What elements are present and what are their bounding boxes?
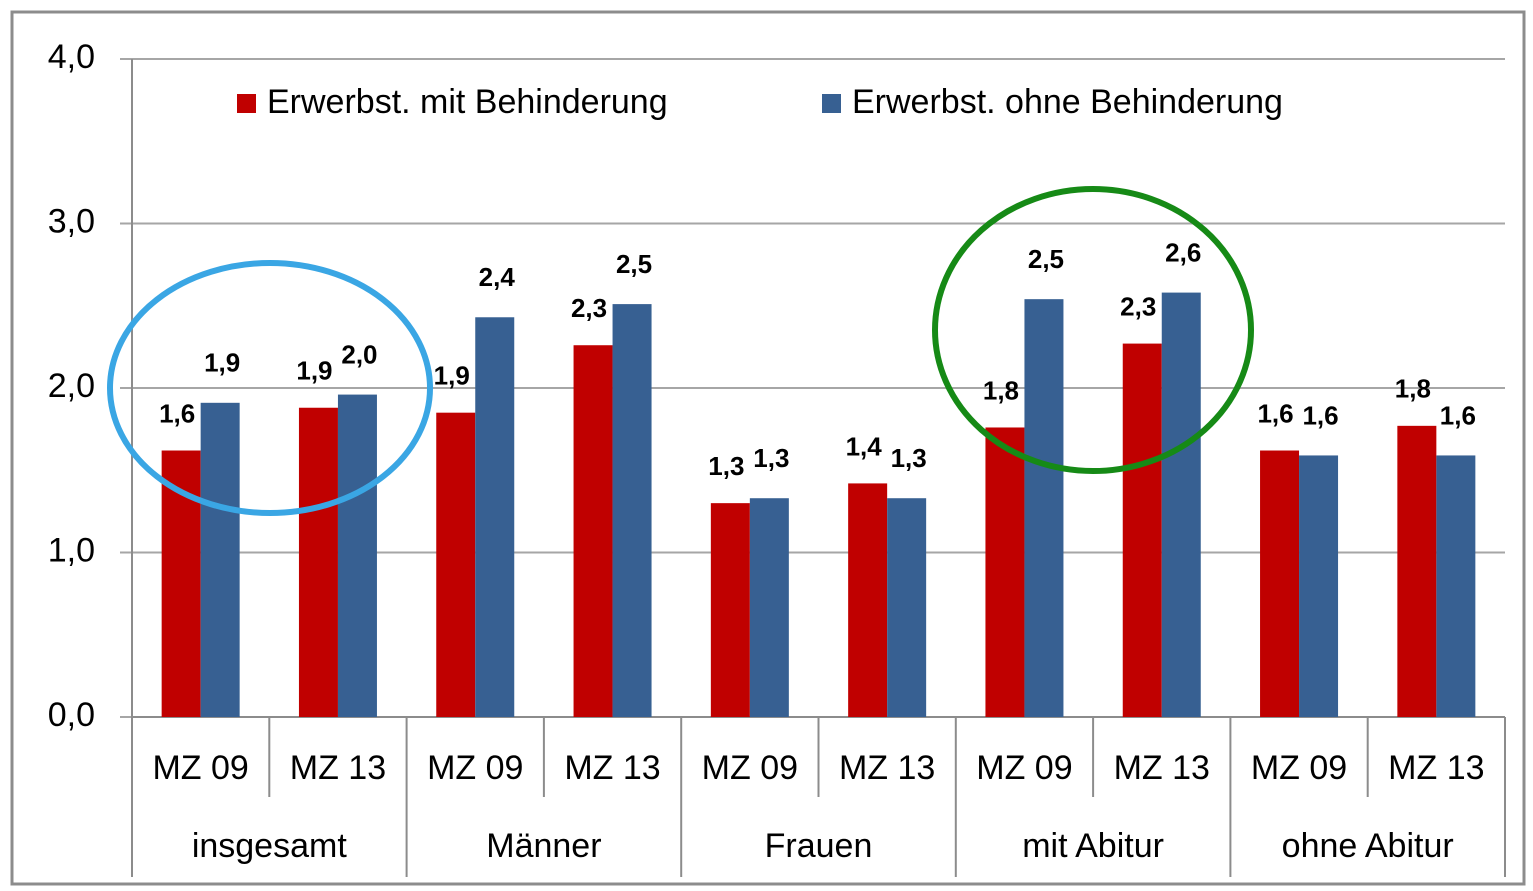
value-label: 1,3 — [753, 443, 789, 473]
value-label: 2,3 — [571, 293, 607, 323]
bar — [1122, 343, 1162, 717]
bar — [985, 427, 1025, 717]
value-label: 2,6 — [1165, 237, 1201, 267]
x-tick-label: MZ 09 — [427, 749, 523, 787]
group-label: Männer — [486, 827, 601, 865]
bar — [1260, 450, 1300, 717]
value-label: 1,8 — [1395, 374, 1431, 404]
x-tick-label: MZ 13 — [839, 749, 935, 787]
x-tick-label: MZ 13 — [1114, 749, 1210, 787]
value-label: 1,3 — [708, 451, 744, 481]
value-label: 1,6 — [1257, 398, 1293, 428]
bar — [1161, 292, 1201, 717]
value-label: 1,9 — [296, 356, 332, 386]
group-label: Frauen — [765, 827, 873, 865]
bar — [710, 503, 750, 717]
y-tick-label: 4,0 — [48, 38, 95, 76]
legend-swatch — [822, 94, 841, 113]
group-label: insgesamt — [192, 827, 348, 865]
bar — [887, 498, 927, 717]
highlight-ellipse — [932, 186, 1254, 474]
group-label: mit Abitur — [1022, 827, 1164, 865]
x-tick-label: MZ 13 — [290, 749, 386, 787]
group-label: ohne Abitur — [1282, 827, 1454, 865]
y-tick-label: 0,0 — [48, 696, 95, 734]
bar — [200, 402, 240, 717]
value-label: 1,9 — [434, 361, 470, 391]
x-tick-label: MZ 09 — [976, 749, 1072, 787]
bar — [436, 412, 476, 717]
legend-label: Erwerbst. ohne Behinderung — [852, 83, 1283, 121]
y-tick-label: 3,0 — [48, 202, 95, 240]
x-tick-label: MZ 13 — [1388, 749, 1484, 787]
value-label: 2,5 — [1028, 244, 1064, 274]
value-label: 2,5 — [616, 249, 652, 279]
bar — [298, 407, 338, 717]
legend-label: Erwerbst. mit Behinderung — [267, 83, 668, 121]
bar — [1436, 455, 1476, 717]
x-tick-label: MZ 09 — [702, 749, 798, 787]
legend-swatch — [237, 94, 256, 113]
bar — [612, 304, 652, 717]
x-tick-label: MZ 13 — [564, 749, 660, 787]
bar — [1299, 455, 1339, 717]
labels: 0,0 1,0 2,0 3,0 4,0 MZ 09 MZ 13 MZ 09 MZ 13 MZ 09… — [48, 38, 1485, 865]
bar — [848, 483, 888, 717]
x-tick-label: MZ 09 — [152, 749, 248, 787]
bar — [573, 345, 613, 717]
chart-frame — [10, 10, 1526, 886]
value-label: 1,6 — [1440, 400, 1476, 430]
bar — [1397, 425, 1437, 717]
highlight-ellipse — [107, 260, 433, 516]
bar — [475, 317, 515, 717]
value-label: 2,4 — [479, 262, 516, 292]
value-label: 1,4 — [846, 431, 883, 461]
x-tick-label: MZ 09 — [1251, 749, 1347, 787]
value-label: 2,3 — [1120, 291, 1156, 321]
bar — [337, 394, 377, 717]
value-label: 1,6 — [1302, 400, 1338, 430]
value-label: 2,0 — [341, 339, 377, 369]
y-tick-label: 1,0 — [48, 531, 95, 569]
value-label: 1,3 — [891, 443, 927, 473]
value-label: 1,8 — [983, 375, 1019, 405]
bar — [1024, 299, 1064, 717]
y-tick-label: 2,0 — [48, 367, 95, 405]
bar — [749, 498, 789, 717]
value-label: 1,6 — [159, 398, 195, 428]
value-label: 1,9 — [204, 348, 240, 378]
